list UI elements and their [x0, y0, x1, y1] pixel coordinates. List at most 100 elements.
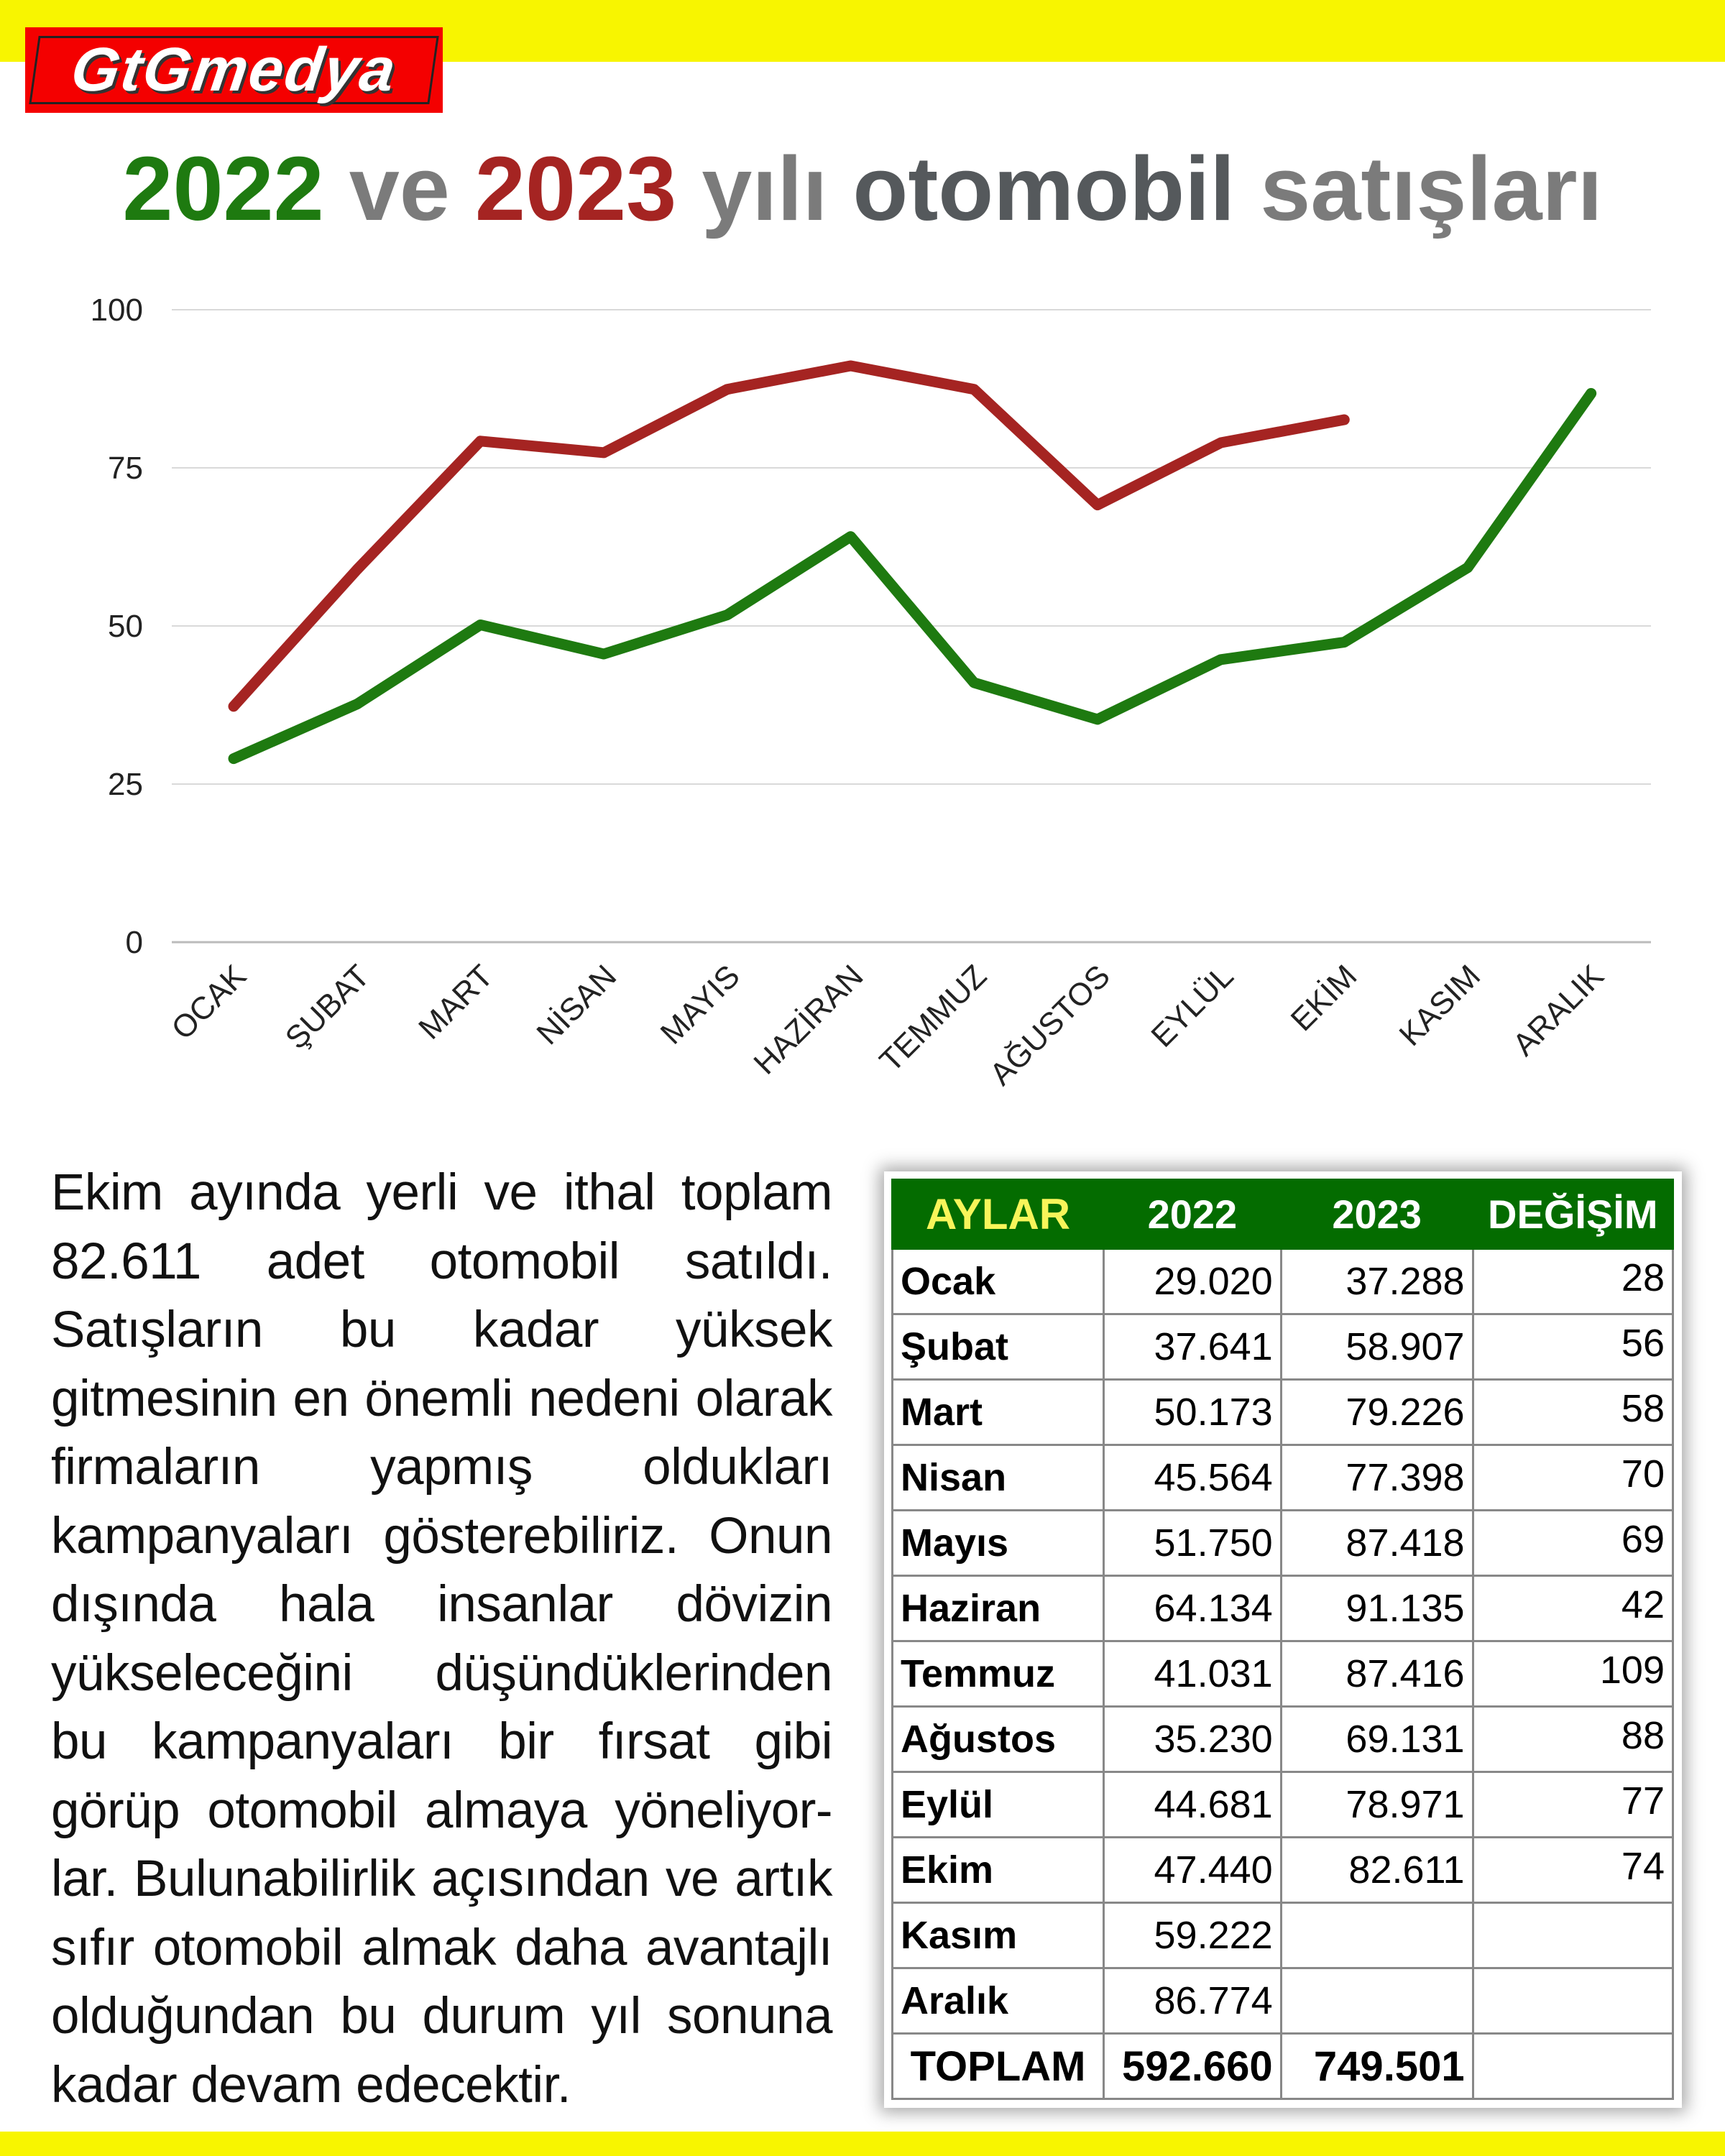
- table-row: Eylül 44.681 78.971 77: [891, 1771, 1675, 1838]
- cell-value-2022: 37.641: [1103, 1313, 1282, 1381]
- data-point-2023: [233, 705, 234, 707]
- data-point-2023: [726, 388, 728, 390]
- data-point-2022: [1590, 392, 1592, 395]
- table-row: Şubat 37.641 58.907 56: [891, 1313, 1675, 1381]
- total-change: [1471, 2032, 1675, 2100]
- cell-change: [1471, 1967, 1675, 2035]
- title-year-2022: 2022: [122, 138, 324, 239]
- cell-value-2023: 77.398: [1279, 1444, 1474, 1511]
- x-tick-label: EYLÜL: [1144, 958, 1240, 1054]
- data-point-2022: [1220, 658, 1222, 660]
- total-row: TOPLAM 592.660 749.501: [891, 2032, 1675, 2100]
- cell-value-2022: 51.750: [1103, 1509, 1282, 1577]
- data-point-2022: [1467, 566, 1468, 568]
- gtgmedya-logo: GtGmedya: [25, 27, 443, 113]
- data-point-2022: [603, 653, 605, 655]
- sales-table: AYLAR 2022 2023 DEĞİŞİM Ocak 29.020 37.288…: [891, 1179, 1675, 2100]
- x-tick-label: ARALIK: [1506, 958, 1610, 1062]
- series-line-2022: [228, 387, 1597, 765]
- y-tick-label: 25: [108, 767, 143, 802]
- x-tick-label: AĞUSTOS: [983, 958, 1117, 1092]
- cell-change: 42: [1471, 1575, 1675, 1642]
- cell-month: Aralık: [891, 1967, 1105, 2035]
- title-ve: ve: [349, 138, 450, 239]
- data-point-2022: [850, 535, 852, 538]
- cell-month: Mart: [891, 1378, 1105, 1446]
- total-value-2023: 749.501: [1279, 2032, 1474, 2100]
- data-point-2023: [1220, 442, 1222, 444]
- cell-value-2023: 91.135: [1279, 1575, 1474, 1642]
- cell-month: Mayıs: [891, 1509, 1105, 1577]
- header-degisim: DEĞİŞİM: [1471, 1179, 1675, 1250]
- cell-value-2022: 64.134: [1103, 1575, 1282, 1642]
- data-point-2022: [356, 703, 358, 705]
- header-aylar: AYLAR: [891, 1179, 1105, 1250]
- cell-value-2023: 79.226: [1279, 1378, 1474, 1446]
- cell-value-2023: 58.907: [1279, 1313, 1474, 1381]
- data-point-2022: [726, 614, 728, 616]
- cell-month: Eylül: [891, 1771, 1105, 1838]
- table-row: Ocak 29.020 37.288 28: [891, 1248, 1675, 1315]
- cell-value-2022: 41.031: [1103, 1640, 1282, 1708]
- title-otomobil: otomobil: [852, 138, 1236, 239]
- y-tick-label: 75: [108, 451, 143, 486]
- total-month: TOPLAM: [891, 2032, 1105, 2100]
- cell-change: [1471, 1902, 1675, 1969]
- data-point-2023: [850, 365, 852, 367]
- cell-value-2023: [1279, 1902, 1474, 1969]
- cell-value-2023: 82.611: [1279, 1836, 1474, 1904]
- table-row: Ağustos 35.230 69.131 88: [891, 1705, 1675, 1773]
- table-row: Haziran 64.134 91.135 42: [891, 1575, 1675, 1642]
- cell-value-2023: 37.288: [1279, 1248, 1474, 1315]
- table-row: Aralık 86.774: [891, 1967, 1675, 2035]
- article-paragraph: Ekim ayında yerli ve ithal toplam 82.611…: [51, 1164, 833, 2114]
- table-row: Nisan 45.564 77.398 70: [891, 1444, 1675, 1511]
- cell-month: Temmuz: [891, 1640, 1105, 1708]
- x-tick-label: NİSAN: [530, 958, 623, 1051]
- sales-table-card: AYLAR 2022 2023 DEĞİŞİM Ocak 29.020 37.288…: [884, 1171, 1682, 2108]
- data-point-2022: [1343, 641, 1346, 643]
- cell-change: 58: [1471, 1378, 1675, 1446]
- title-yili: yılı: [702, 138, 828, 239]
- title-satislari: satışları: [1260, 138, 1603, 239]
- cell-month: Ocak: [891, 1248, 1105, 1315]
- cell-change: 88: [1471, 1705, 1675, 1773]
- data-point-2022: [479, 624, 482, 626]
- cell-value-2022: 86.774: [1103, 1967, 1282, 2035]
- data-point-2023: [356, 568, 358, 571]
- table-row: Temmuz 41.031 87.416 109: [891, 1640, 1675, 1708]
- cell-change: 28: [1471, 1248, 1675, 1315]
- cell-change: 69: [1471, 1509, 1675, 1577]
- line-chart: 0 25 50 75 100 OCAK ŞUBAT MART NİSAN MAYIS HAZİRAN…: [91, 292, 1651, 1092]
- y-tick-label: 100: [91, 292, 143, 328]
- cell-value-2022: 44.681: [1103, 1771, 1282, 1838]
- cell-value-2022: 47.440: [1103, 1836, 1282, 1904]
- cell-change: 70: [1471, 1444, 1675, 1511]
- data-point-2023: [973, 388, 975, 390]
- cell-value-2023: 87.416: [1279, 1640, 1474, 1708]
- data-point-2023: [603, 451, 605, 453]
- data-point-2022: [233, 757, 234, 760]
- cell-value-2022: 29.020: [1103, 1248, 1282, 1315]
- cell-value-2022: 35.230: [1103, 1705, 1282, 1773]
- cell-month: Haziran: [891, 1575, 1105, 1642]
- y-tick-label: 50: [108, 609, 143, 644]
- table-row: Mart 50.173 79.226 58: [891, 1378, 1675, 1446]
- table-header-row: AYLAR 2022 2023 DEĞİŞİM: [891, 1179, 1675, 1250]
- x-tick-label: MART: [412, 958, 500, 1046]
- x-tick-label: TEMMUZ: [873, 958, 994, 1079]
- series-line-2023: [228, 360, 1350, 712]
- page-title: 2022 ve 2023 yılı otomobil satışları: [0, 137, 1725, 241]
- bottom-yellow-band: [0, 2132, 1725, 2156]
- table-row: Ekim 47.440 82.611 74: [891, 1836, 1675, 1904]
- cell-change: 74: [1471, 1836, 1675, 1904]
- y-tick-label: 0: [126, 925, 143, 960]
- data-point-2023: [479, 440, 482, 442]
- cell-change: 56: [1471, 1313, 1675, 1381]
- cell-value-2023: [1279, 1967, 1474, 2035]
- cell-value-2022: 59.222: [1103, 1902, 1282, 1969]
- header-2022: 2022: [1103, 1179, 1282, 1250]
- data-point-2022: [1096, 718, 1098, 720]
- cell-value-2023: 69.131: [1279, 1705, 1474, 1773]
- cell-value-2023: 78.971: [1279, 1771, 1474, 1838]
